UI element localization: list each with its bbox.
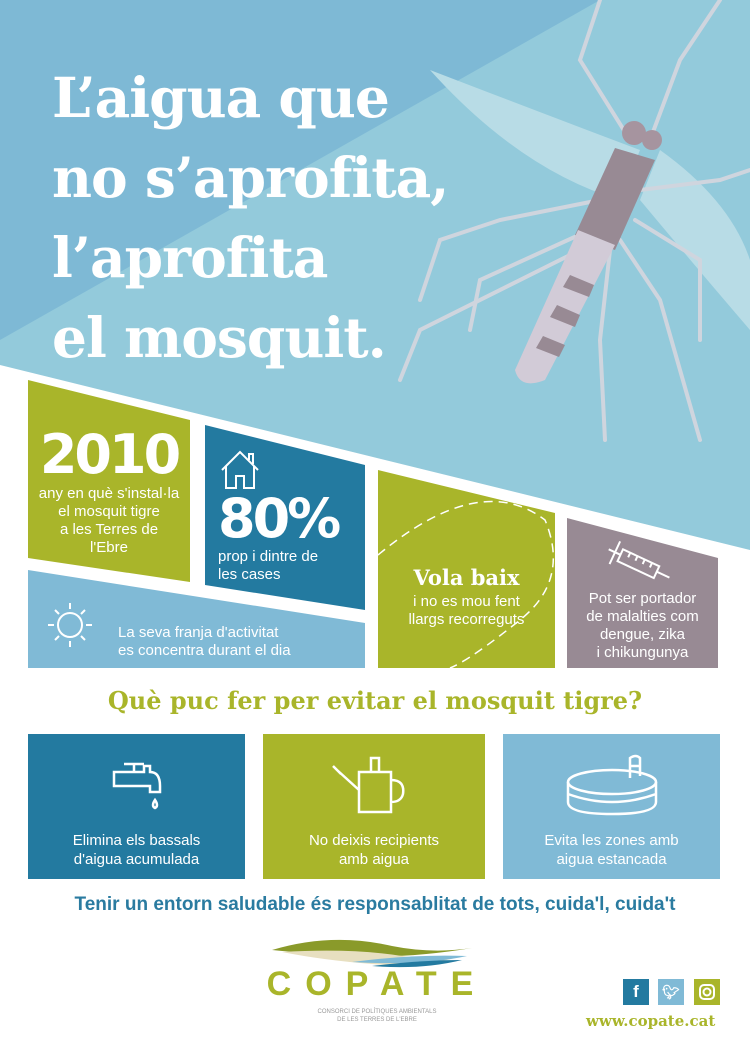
tip-text: amb aigua <box>338 851 410 868</box>
mosquito-icon <box>398 0 750 442</box>
fact-text: l'Ebre <box>90 539 128 556</box>
fact-homes: 80% prop i dintre de les cases <box>218 490 358 584</box>
panel-activity <box>28 570 365 668</box>
copate-logo-waves <box>272 939 472 968</box>
headline: L’aigua que no s’aprofita, l’aprofita el… <box>52 58 449 378</box>
panel-flight <box>378 470 555 668</box>
fact-text: prop i dintre de <box>218 548 319 565</box>
headline-line: l’aprofita <box>52 225 328 290</box>
fact-text: es concentra durant el dia <box>118 642 291 659</box>
panel-disease <box>567 518 718 668</box>
tip-text: Evita les zones amb <box>544 832 679 849</box>
fact-activity: La seva franja d'activitat es concentra … <box>118 624 358 660</box>
copate-logo-subtitle: CONSORCI DE POLÍTIQUES AMBIENTALS DE LES … <box>262 1008 492 1024</box>
instagram-icon[interactable] <box>694 979 720 1005</box>
fact-text: i no es mou fent <box>413 593 520 610</box>
copate-logo: COPATE <box>266 965 488 1003</box>
headline-line: no s’aprofita, <box>52 145 449 210</box>
fact-text: dengue, zika <box>599 626 686 643</box>
fact-year: 2010 any en què s'instal·la el mosquit t… <box>28 425 190 557</box>
question-heading: Què puc fer per evitar el mosquit tigre? <box>107 686 643 715</box>
panel-homes <box>205 425 365 610</box>
tip-text: Elimina els bassals <box>72 832 201 849</box>
tip-faucet: Elimina els bassals d'aigua acumulada <box>28 734 245 879</box>
headline-line: L’aigua que <box>52 65 390 130</box>
fact-text: Pot ser portador <box>588 590 697 607</box>
fact-text: any en què s'instal·la <box>38 485 180 502</box>
panel-year <box>28 380 190 582</box>
tip-text: aigua estancada <box>556 851 667 868</box>
tip-text: d'aigua acumulada <box>73 851 200 868</box>
year-value: 2010 <box>39 423 181 486</box>
fact-text: el mosquit tigre <box>58 503 160 520</box>
fact-text: La seva franja d'activitat <box>118 624 279 641</box>
tip-pool: Evita les zones amb aigua estancada <box>503 734 720 879</box>
logo-sub-line: DE LES TERRES DE L'EBRE <box>337 1017 417 1023</box>
tip-text: No deixis recipients <box>308 832 440 849</box>
fact-text: de malalties com <box>586 608 699 625</box>
pool-icon <box>566 754 657 816</box>
sun-icon <box>48 603 92 647</box>
logo-sub-line: CONSORCI DE POLÍTIQUES AMBIENTALS <box>317 1009 437 1015</box>
headline-line: el mosquit. <box>52 305 387 370</box>
tip-watering-can: No deixis recipients amb aigua <box>263 734 485 879</box>
facebook-icon[interactable]: f <box>623 979 649 1005</box>
fact-text: a les Terres de <box>59 521 159 538</box>
twitter-icon[interactable]: 🐦︎ <box>658 979 684 1005</box>
fact-text: llargs recorreguts <box>408 611 525 628</box>
syringe-icon <box>608 540 670 580</box>
fact-text: les cases <box>218 566 281 583</box>
fact-disease: Pot ser portador de malalties com dengue… <box>567 590 718 662</box>
faucet-icon <box>112 762 161 810</box>
website-link[interactable]: www.copate.cat <box>586 1012 716 1030</box>
slogan: Tenir un entorn saludable és responsabli… <box>74 894 676 915</box>
watering-can-icon <box>332 756 405 814</box>
fact-flight: Vola baix i no es mou fent llargs recorr… <box>378 563 555 629</box>
flight-title: Vola baix <box>413 565 520 590</box>
house-icon <box>221 450 259 489</box>
fact-text: i chikungunya <box>596 644 689 661</box>
homes-value: 80% <box>218 487 341 550</box>
